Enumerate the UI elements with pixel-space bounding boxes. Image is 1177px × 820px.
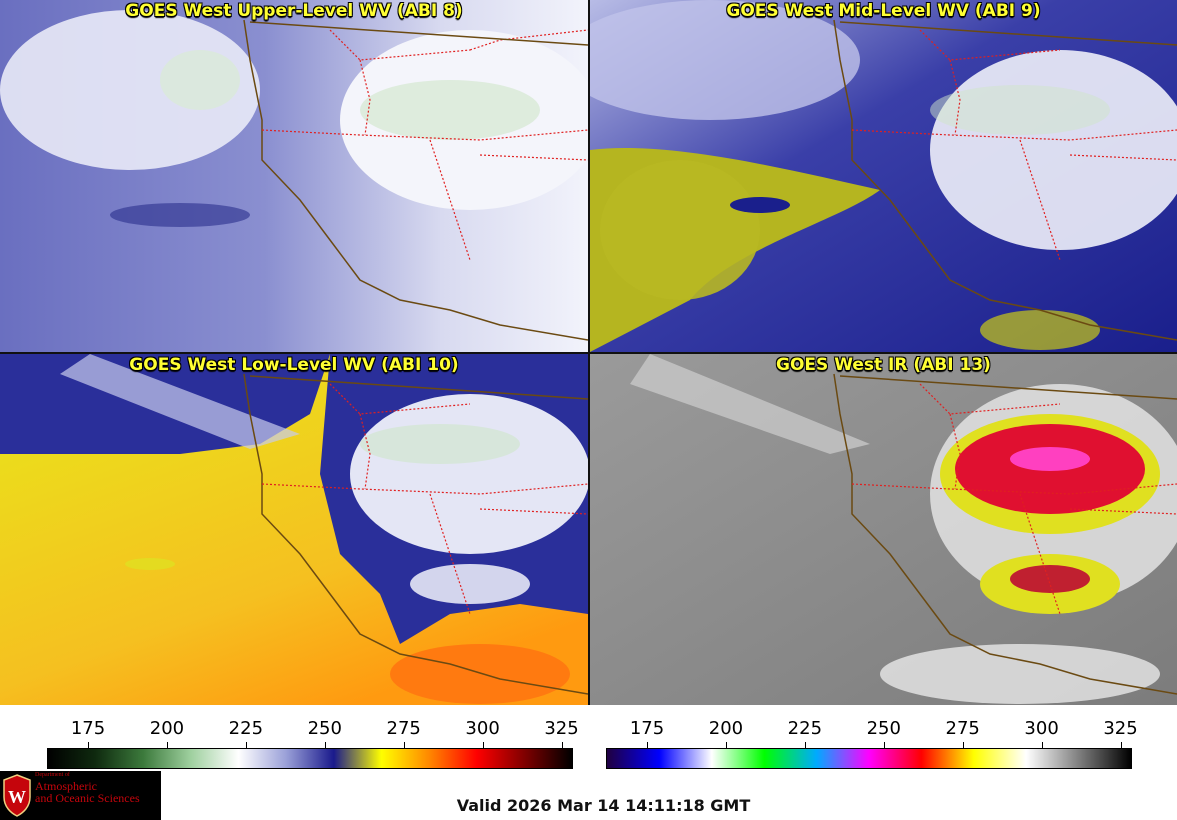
wv-colorbar-ticks: 175 200 225 250 275 300 325 [47,718,579,748]
colorbar-tick-label: 300 [465,718,500,739]
colorbar-tick-label: 175 [629,718,665,739]
wv-colorbar [47,748,573,769]
ir-colorbar-ticks: 175 200 225 250 275 300 325 [606,718,1138,748]
colorbar-tick-label: 275 [945,718,980,739]
mid-level-wv-image [590,0,1177,352]
colorbar-tick-label: 250 [307,718,342,739]
panel-title: GOES West Upper-Level WV (ABI 8) [125,1,463,21]
panel-title: GOES West Low-Level WV (ABI 10) [129,355,459,375]
low-level-wv-image [0,354,588,705]
panel-mid-level-wv: GOES West Mid-Level WV (ABI 9) [590,0,1177,352]
colorbar-tick-mark [962,742,964,748]
panel-low-level-wv: GOES West Low-Level WV (ABI 10) [0,354,588,705]
upper-level-wv-image [0,0,588,352]
colorbar-tick-mark [725,742,727,748]
colorbar-tick-label: 225 [787,718,823,739]
colorbar-tick-label: 225 [228,718,264,739]
colorbar-tick-mark [1041,742,1043,748]
panel-title: GOES West IR (ABI 13) [776,355,991,375]
logo-line2: and Oceanic Sciences [35,791,140,805]
panel-divider-horizontal [0,352,1177,354]
colorbar-tick-mark [804,742,806,748]
panel-title: GOES West Mid-Level WV (ABI 9) [726,1,1041,21]
panel-upper-level-wv: GOES West Upper-Level WV (ABI 8) [0,0,588,352]
logo-dept: Department of [35,772,70,778]
colorbar-tick-label: 325 [1103,718,1138,739]
seal-letter: W [8,787,26,807]
ir-image [590,354,1177,705]
colorbar-tick-mark [561,742,563,748]
ir-colorbar [606,748,1132,769]
logo-line1: Atmospheric [35,779,97,793]
colorbar-tick-mark [883,742,885,748]
colorbar-tick-label: 300 [1024,718,1059,739]
uw-seal-icon: W [3,774,31,817]
colorbar-tick-mark [482,742,484,748]
colorbar-tick-label: 325 [544,718,579,739]
colorbar-tick-mark [245,742,247,748]
colorbar-tick-mark [88,742,90,748]
colorbar-tick-mark [1120,742,1122,748]
colorbar-tick-label: 200 [708,718,744,739]
valid-time: Valid 2026 Mar 14 14:11:18 GMT [456,796,751,815]
colorbar-tick-label: 275 [386,718,421,739]
colorbar-tick-mark [403,742,405,748]
colorbar-tick-label: 200 [149,718,185,739]
colorbar-tick-mark [647,742,649,748]
colorbar-tick-label: 175 [70,718,106,739]
colorbar-tick-mark [324,742,326,748]
logo-text: Atmospheric and Oceanic Sciences [35,780,140,804]
colorbar-tick-mark [166,742,168,748]
panel-ir: GOES West IR (ABI 13) [590,354,1177,705]
colorbar-tick-label: 250 [866,718,901,739]
aos-logo: W Department of Atmospheric and Oceanic … [0,771,161,820]
